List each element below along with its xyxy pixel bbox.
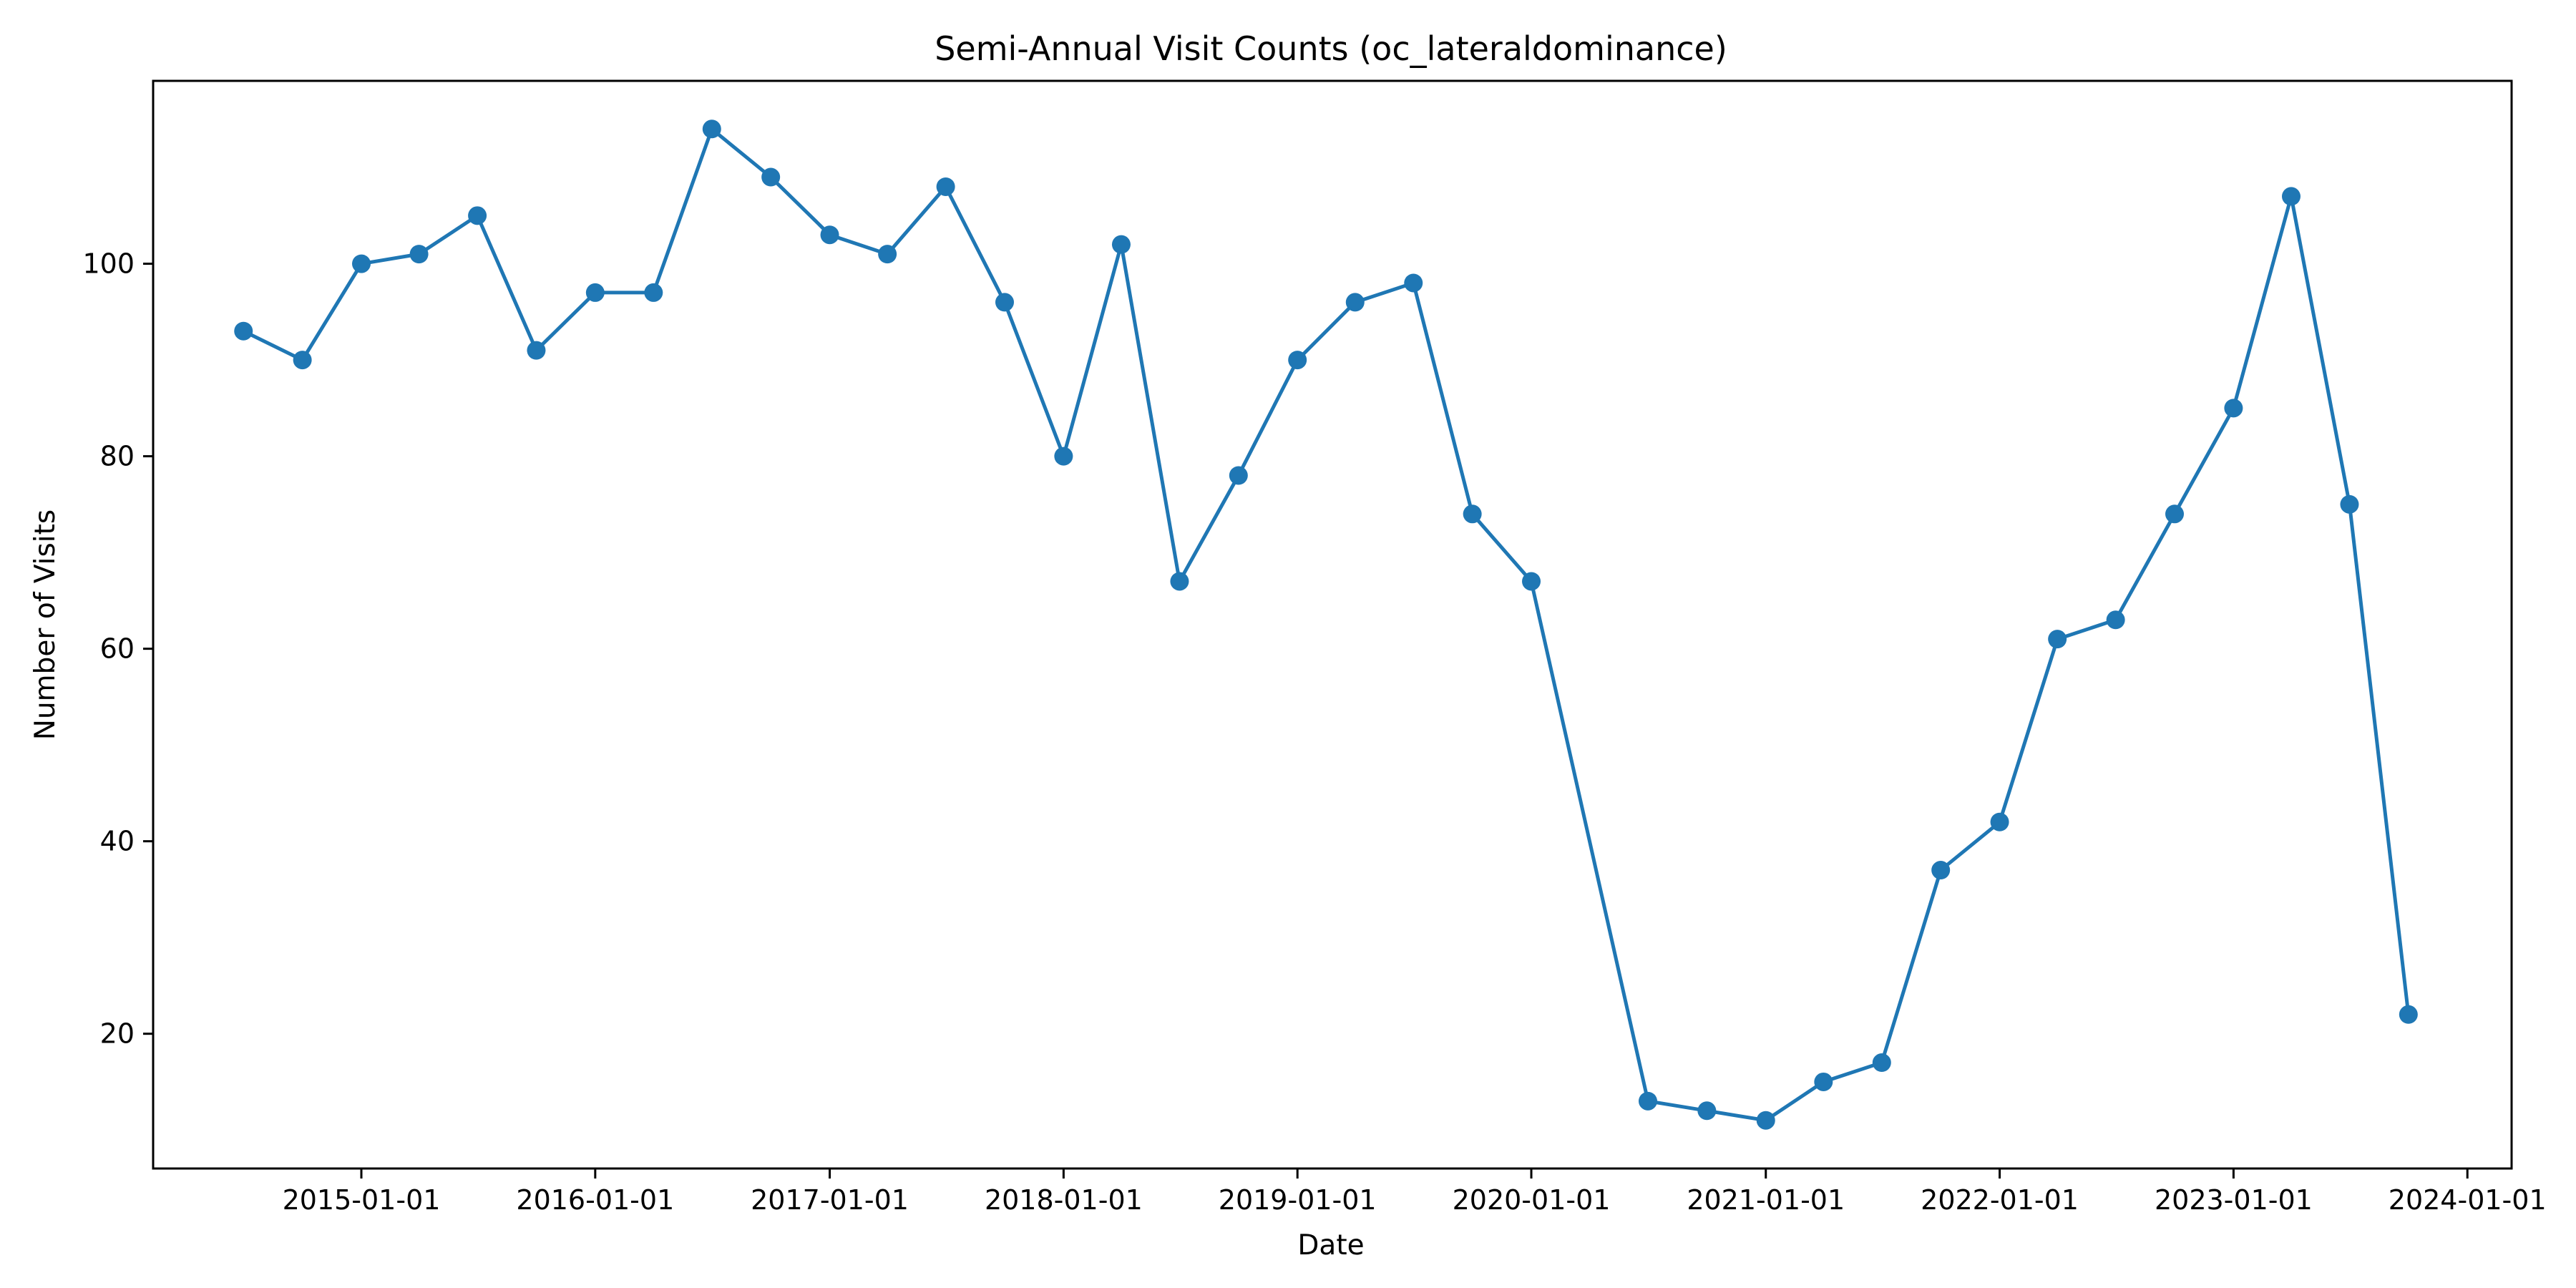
x-tick-label: 2022-01-01 — [1921, 1184, 2079, 1216]
y-tick-label: 40 — [100, 826, 135, 857]
data-point — [527, 341, 546, 360]
data-points — [234, 119, 2418, 1130]
data-point — [1638, 1091, 1657, 1111]
x-tick-label: 2021-01-01 — [1687, 1184, 1845, 1216]
x-tick-label: 2019-01-01 — [1219, 1184, 1377, 1216]
data-point — [1697, 1101, 1717, 1121]
data-point — [2106, 610, 2125, 630]
y-tick-label: 80 — [100, 441, 135, 472]
data-point — [1522, 572, 1541, 591]
data-point — [2399, 1005, 2418, 1024]
plot-frame — [152, 79, 2513, 1170]
data-point — [1990, 812, 2009, 831]
data-point — [468, 206, 487, 225]
x-tick-label: 2024-01-01 — [2389, 1184, 2547, 1216]
data-point — [1345, 293, 1365, 312]
data-point — [936, 177, 955, 196]
data-point — [1814, 1072, 1833, 1091]
y-axis-label: Number of Visits — [29, 509, 62, 740]
data-point — [761, 167, 781, 187]
data-point — [1288, 351, 1307, 370]
data-point — [1404, 273, 1423, 293]
data-point — [2340, 494, 2359, 514]
data-point — [1054, 447, 1073, 466]
data-point — [2165, 504, 2185, 524]
data-point — [585, 283, 605, 302]
x-tick-label: 2016-01-01 — [516, 1184, 674, 1216]
data-point — [995, 293, 1014, 312]
data-point — [1931, 861, 1951, 880]
data-point — [644, 283, 663, 302]
data-point — [878, 245, 897, 264]
data-point — [820, 225, 839, 245]
data-point — [2281, 187, 2301, 206]
x-tick-label: 2023-01-01 — [2155, 1184, 2313, 1216]
data-point — [1463, 504, 1482, 524]
y-tick-label: 100 — [82, 248, 135, 280]
data-point — [1170, 572, 1189, 591]
y-tick-label: 60 — [100, 633, 135, 665]
x-axis: 2015-01-01 2016-01-01 2017-01-01 2018-01-01… — [283, 1169, 2547, 1216]
data-point — [352, 254, 371, 273]
data-point — [1756, 1111, 1775, 1130]
y-axis: 20 40 60 80 100 — [82, 248, 153, 1050]
y-tick-label: 20 — [100, 1018, 135, 1050]
data-point — [2048, 630, 2067, 649]
x-tick-label: 2018-01-01 — [985, 1184, 1143, 1216]
x-axis-label: Date — [1297, 1229, 1364, 1262]
data-point — [1229, 466, 1248, 485]
chart-title: Semi-Annual Visit Counts (oc_lateraldomi… — [935, 29, 1727, 68]
data-point — [702, 119, 721, 139]
data-point — [234, 321, 253, 341]
data-point — [2224, 399, 2243, 418]
data-point — [293, 351, 312, 370]
x-tick-label: 2017-01-01 — [751, 1184, 909, 1216]
data-point — [1872, 1053, 1891, 1073]
x-tick-label: 2020-01-01 — [1453, 1184, 1611, 1216]
data-point — [1111, 235, 1131, 254]
x-tick-label: 2015-01-01 — [283, 1184, 441, 1216]
data-point — [409, 245, 429, 264]
